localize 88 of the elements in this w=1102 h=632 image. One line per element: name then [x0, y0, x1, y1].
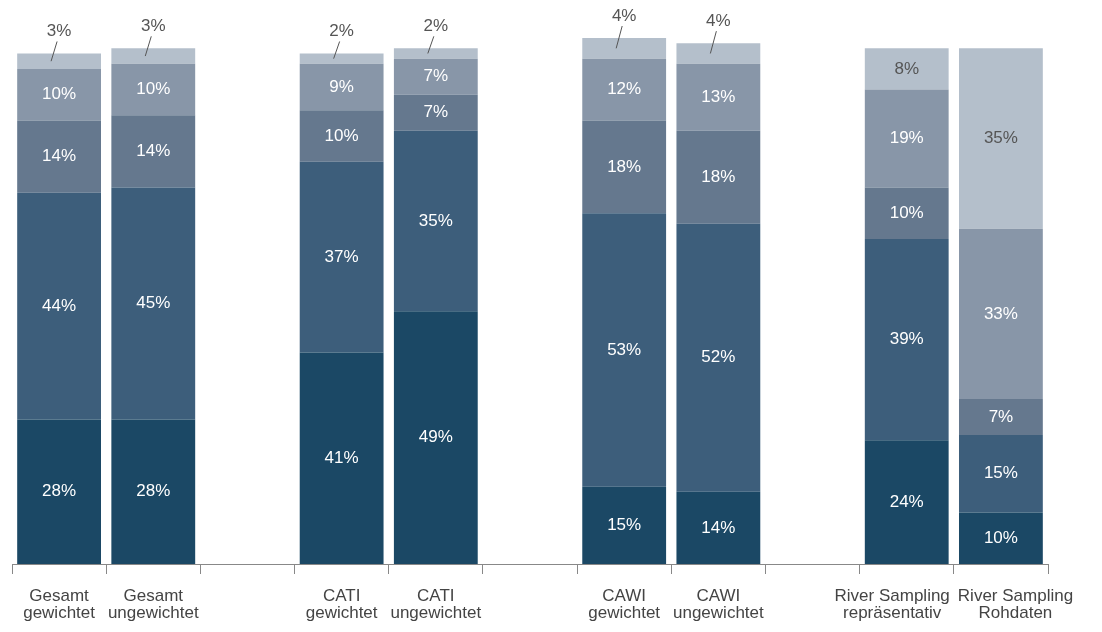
data-label: 7% — [423, 66, 449, 86]
bar — [959, 48, 1043, 229]
data-label: 7% — [423, 102, 449, 122]
data-label: 10% — [889, 203, 924, 223]
bar — [864, 440, 949, 564]
bar — [959, 228, 1043, 399]
data-label: 24% — [889, 491, 924, 511]
data-label: 19% — [889, 128, 924, 148]
data-label: 39% — [889, 329, 924, 349]
data-label: 44% — [42, 295, 77, 315]
data-label: 33% — [983, 303, 1018, 323]
bar — [111, 48, 196, 64]
x-tick-label: CAWI ungewichtet — [673, 586, 764, 623]
bar — [582, 38, 667, 59]
data-label: 8% — [894, 58, 920, 78]
bar — [582, 486, 667, 564]
x-tick-label: CAWI gewichtet — [588, 586, 661, 623]
bar — [17, 120, 101, 193]
x-tick-label: CATI ungewichtet — [390, 586, 482, 623]
bar — [959, 512, 1043, 564]
bar — [299, 161, 384, 353]
data-label: 35% — [418, 210, 453, 230]
bar — [393, 48, 478, 59]
data-label: 28% — [42, 481, 77, 501]
data-label: 37% — [324, 246, 359, 266]
bar — [111, 419, 196, 564]
data-label: 4% — [706, 10, 731, 30]
bar — [676, 130, 761, 224]
bar — [111, 63, 196, 116]
x-tick-label: Gesamt ungewichtet — [107, 586, 199, 623]
data-label: 14% — [42, 146, 77, 166]
data-label: 3% — [140, 16, 166, 35]
bar — [17, 68, 101, 121]
bar — [959, 435, 1043, 513]
bar — [299, 110, 384, 162]
bar — [676, 63, 761, 131]
data-label: 53% — [607, 339, 642, 359]
data-label: 2% — [423, 16, 449, 35]
bar — [299, 352, 384, 564]
bar — [17, 192, 101, 420]
data-label: 52% — [701, 347, 736, 367]
bar — [393, 94, 478, 131]
data-label: 2% — [329, 21, 354, 41]
bar — [864, 239, 949, 441]
x-tick-label: Gesamt gewichtet — [23, 586, 96, 623]
bar — [676, 491, 761, 564]
bar — [17, 53, 101, 69]
data-label: 10% — [42, 84, 77, 104]
data-label: 10% — [324, 125, 359, 145]
bar — [393, 311, 478, 564]
data-label: 12% — [607, 79, 642, 99]
bar — [582, 58, 667, 121]
bar — [864, 187, 949, 240]
bar — [111, 187, 196, 420]
bar — [959, 398, 1043, 436]
data-label: 28% — [136, 481, 171, 501]
data-label: 13% — [701, 86, 736, 106]
data-label: 14% — [136, 141, 171, 161]
data-label: 15% — [983, 463, 1018, 483]
data-label: 15% — [607, 515, 642, 535]
bar — [299, 63, 384, 111]
bar — [676, 43, 761, 64]
data-label: 7% — [988, 406, 1014, 426]
bar — [299, 53, 384, 64]
x-tick-label: River Sampling Rohdaten — [957, 586, 1074, 623]
data-label: 3% — [46, 21, 72, 41]
data-label: 9% — [329, 76, 354, 96]
data-label: 14% — [701, 517, 736, 537]
bar — [582, 213, 667, 487]
data-label: 18% — [607, 156, 642, 176]
bar — [111, 115, 196, 188]
data-label: 35% — [983, 128, 1018, 148]
data-label: 4% — [611, 5, 637, 25]
x-tick-label: CATI gewichtet — [305, 586, 378, 623]
bar — [393, 58, 478, 95]
data-label: 49% — [418, 427, 453, 447]
data-label: 18% — [701, 166, 736, 186]
data-label: 41% — [324, 447, 359, 467]
x-tick-label: River Sampling repräsentativ — [834, 586, 950, 623]
bar — [393, 130, 478, 312]
bar — [864, 89, 949, 188]
bar — [582, 120, 667, 214]
bar — [864, 48, 949, 90]
data-label: 45% — [136, 293, 171, 313]
bar — [17, 419, 101, 564]
bar — [676, 223, 761, 492]
data-label: 10% — [136, 79, 171, 99]
data-label: 10% — [983, 527, 1018, 547]
